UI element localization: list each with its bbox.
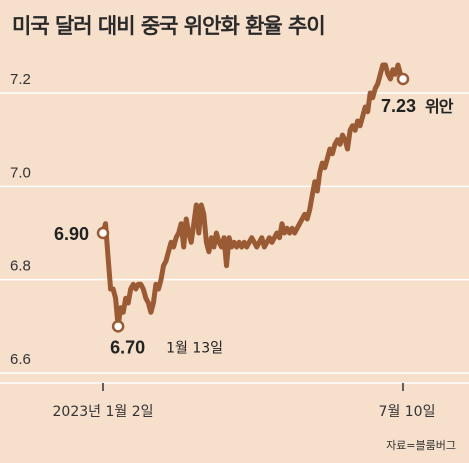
- data-label-start: 6.90: [54, 224, 89, 244]
- source-note: 자료=블룸버그: [386, 439, 456, 452]
- y-tick-label: 6.8: [10, 258, 31, 275]
- data-label-min-date: 1월 13일: [166, 340, 223, 356]
- data-point-marker: [96, 226, 110, 240]
- data-point-marker: [111, 320, 125, 333]
- data-point-marker: [396, 72, 410, 86]
- x-tick-label: 2023년 1월 2일: [53, 404, 154, 420]
- data-label-end-unit: 위안: [425, 97, 454, 116]
- data-label-end: 7.23: [381, 96, 416, 116]
- y-tick-label: 7.2: [10, 71, 31, 88]
- x-tick-label: 7월 10일: [379, 404, 436, 420]
- series-line: [100, 62, 406, 329]
- chart-title: 미국 달러 대비 중국 위안화 환율 추이: [12, 14, 326, 38]
- data-label-min: 6.70: [110, 337, 145, 357]
- y-tick-label: 7.0: [10, 164, 31, 181]
- y-tick-label: 6.6: [10, 351, 31, 368]
